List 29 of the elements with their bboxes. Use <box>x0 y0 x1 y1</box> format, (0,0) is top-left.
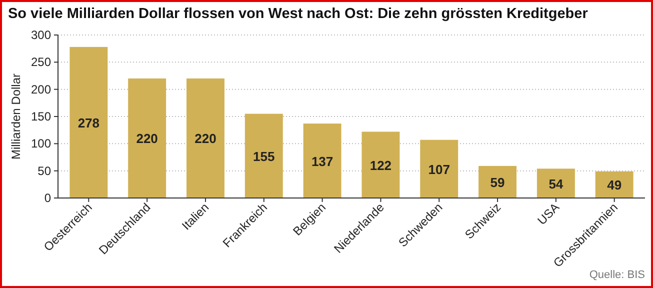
bar <box>478 166 516 198</box>
y-tick-label: 0 <box>44 191 52 205</box>
y-tick-label: 300 <box>30 28 52 42</box>
data-label: 54 <box>548 176 564 192</box>
y-tick-label: 100 <box>30 136 52 151</box>
bar <box>128 78 166 198</box>
data-label: 59 <box>490 174 505 190</box>
bar <box>186 78 224 198</box>
source-note: Quelle: BIS <box>589 269 645 281</box>
y-tick-label: 200 <box>30 82 52 96</box>
data-label: 137 <box>311 154 334 169</box>
bar <box>536 168 575 198</box>
data-label: 49 <box>607 178 622 193</box>
data-label: 278 <box>78 115 100 130</box>
bar <box>244 114 283 198</box>
bar <box>362 132 400 198</box>
y-axis-title: Milliarden Dollar <box>9 73 23 160</box>
bar <box>420 140 458 198</box>
data-label: 155 <box>253 148 275 164</box>
data-label: 220 <box>136 131 158 146</box>
data-label: 107 <box>428 162 450 177</box>
chart-title: So viele Milliarden Dollar flossen von West nach Ost: Die zehn grössten Kreditgeber <box>8 6 588 22</box>
y-tick-label: 50 <box>38 164 52 178</box>
data-label: 220 <box>194 131 216 146</box>
y-tick-label: 150 <box>30 110 52 124</box>
bar <box>70 46 108 198</box>
bar <box>303 124 342 198</box>
data-label: 122 <box>370 158 392 173</box>
y-tick-label: 250 <box>30 55 52 70</box>
